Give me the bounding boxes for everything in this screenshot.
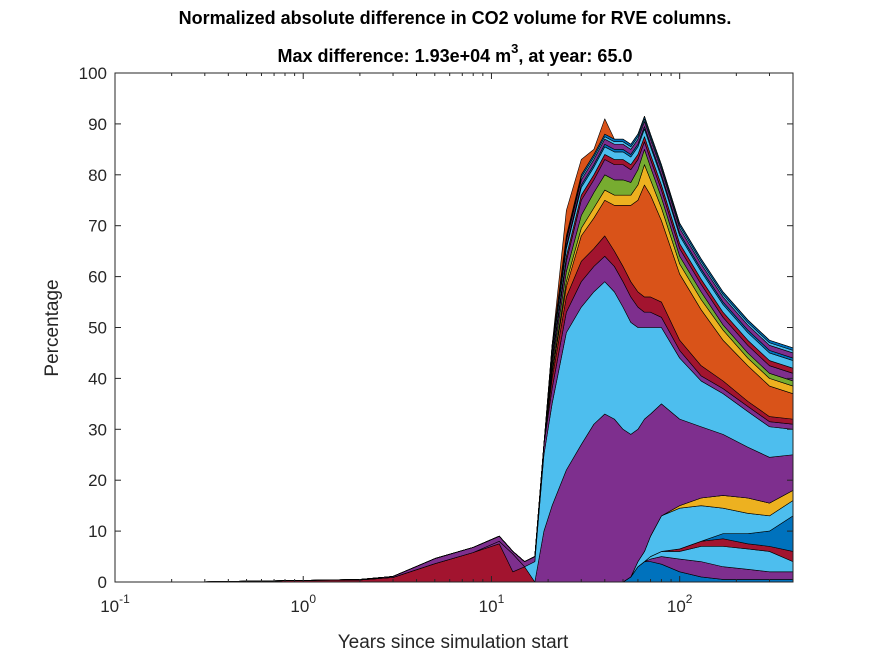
x-tick-label: 10-1 xyxy=(100,592,130,616)
chart-subtitle: Max difference: 1.93e+04 m3, at year: 65… xyxy=(278,41,633,66)
y-tick-label: 30 xyxy=(88,420,107,439)
y-tick-label: 90 xyxy=(88,115,107,134)
y-tick-label: 40 xyxy=(88,369,107,388)
subtitle-prefix: Max difference: 1.93e+04 m xyxy=(278,46,512,66)
x-tick-label: 101 xyxy=(479,592,505,616)
x-tick-label: 100 xyxy=(290,592,316,616)
y-axis-ticks: 0 10 20 30 40 50 60 70 80 90 100 xyxy=(79,64,793,592)
y-tick-label: 10 xyxy=(88,522,107,541)
y-tick-label: 100 xyxy=(79,64,107,83)
chart-title: Normalized absolute difference in CO2 vo… xyxy=(179,8,732,28)
y-axis-label: Percentage xyxy=(42,279,63,376)
x-tick-label: 102 xyxy=(667,592,693,616)
x-axis-ticks: 10-1 100 101 102 xyxy=(100,73,770,616)
y-tick-label: 70 xyxy=(88,217,107,236)
plot-area: 0 10 20 30 40 50 60 70 80 90 100 10-1 100 101 102 xyxy=(79,64,794,616)
y-tick-label: 60 xyxy=(88,268,107,287)
x-axis-label: Years since simulation start xyxy=(338,632,569,653)
subtitle-suffix: , at year: 65.0 xyxy=(518,46,632,66)
y-tick-label: 0 xyxy=(98,573,107,592)
y-tick-label: 20 xyxy=(88,471,107,490)
subtitle-superscript: 3 xyxy=(511,41,518,56)
y-tick-label: 50 xyxy=(88,319,107,338)
y-tick-label: 80 xyxy=(88,166,107,185)
